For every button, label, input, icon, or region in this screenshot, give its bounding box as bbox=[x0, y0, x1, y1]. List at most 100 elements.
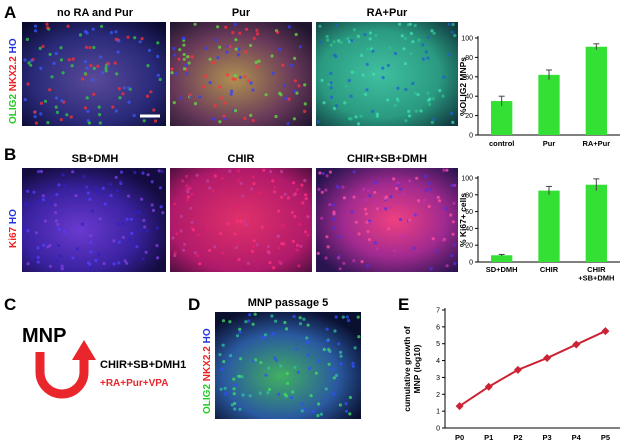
cell bbox=[332, 392, 336, 396]
y-axis-label: %OLIG2 MNPs bbox=[458, 57, 468, 116]
cell bbox=[320, 216, 324, 220]
cell bbox=[237, 47, 241, 51]
cell bbox=[317, 402, 321, 406]
cell bbox=[228, 320, 232, 324]
cell bbox=[364, 92, 368, 96]
cell bbox=[33, 110, 37, 114]
cell bbox=[451, 220, 455, 224]
cell bbox=[186, 190, 190, 194]
cell bbox=[334, 104, 338, 108]
cell bbox=[399, 217, 403, 222]
cell bbox=[294, 347, 298, 351]
y-tick-label: 40 bbox=[465, 94, 473, 101]
cell bbox=[112, 262, 116, 266]
conditions: CHIR+SB+DMH1 bbox=[100, 359, 186, 371]
cell bbox=[296, 370, 300, 374]
cell bbox=[442, 75, 446, 79]
cell bbox=[327, 82, 331, 86]
cell bbox=[59, 46, 63, 50]
cell bbox=[231, 77, 235, 81]
cell bbox=[451, 232, 455, 236]
cell bbox=[298, 45, 302, 49]
cell bbox=[36, 246, 40, 250]
x-tick-label: CHIR bbox=[540, 265, 559, 274]
cell bbox=[337, 342, 341, 346]
cell bbox=[357, 122, 361, 126]
cell bbox=[320, 78, 324, 82]
cell bbox=[145, 94, 150, 98]
cell bbox=[182, 52, 186, 57]
cell bbox=[208, 248, 212, 253]
cell bbox=[34, 231, 39, 235]
cell bbox=[331, 203, 336, 207]
cell bbox=[339, 41, 343, 45]
cell bbox=[238, 327, 242, 331]
cell bbox=[83, 106, 87, 110]
cell bbox=[400, 34, 404, 38]
cell bbox=[97, 252, 101, 256]
cell-texture bbox=[23, 22, 457, 418]
cell bbox=[368, 221, 372, 225]
cell bbox=[208, 57, 212, 61]
cell bbox=[161, 211, 165, 215]
cell bbox=[298, 316, 302, 320]
cell bbox=[243, 219, 247, 223]
cell bbox=[251, 118, 255, 123]
cell bbox=[125, 261, 129, 265]
cell bbox=[158, 77, 162, 82]
cell bbox=[114, 109, 118, 113]
cell bbox=[336, 256, 341, 260]
cell bbox=[262, 335, 266, 340]
cell bbox=[174, 72, 178, 76]
cell bbox=[447, 22, 451, 26]
cell bbox=[348, 395, 352, 400]
cell bbox=[292, 314, 296, 319]
cell bbox=[339, 362, 343, 366]
cell bbox=[248, 394, 252, 398]
cell bbox=[314, 371, 318, 375]
cell bbox=[276, 234, 280, 238]
cell bbox=[100, 24, 104, 28]
cell bbox=[81, 77, 85, 81]
cell bbox=[229, 354, 233, 358]
cell bbox=[49, 201, 54, 205]
cell bbox=[450, 111, 454, 115]
cell bbox=[352, 259, 356, 263]
cell bbox=[216, 25, 220, 29]
cell bbox=[251, 88, 255, 92]
cell bbox=[143, 225, 147, 229]
cell bbox=[445, 264, 449, 268]
cell bbox=[435, 249, 439, 253]
cell bbox=[94, 187, 98, 191]
stain-name: OLIG2 bbox=[202, 384, 213, 414]
cell bbox=[185, 174, 189, 178]
cell bbox=[374, 180, 378, 184]
cell bbox=[39, 66, 43, 70]
cell bbox=[23, 98, 27, 102]
cell bbox=[401, 192, 405, 196]
cell bbox=[204, 46, 208, 51]
cell bbox=[426, 56, 430, 60]
cell bbox=[156, 54, 160, 59]
cell bbox=[229, 92, 233, 96]
y-tick-label: 100 bbox=[461, 176, 473, 183]
cell bbox=[91, 27, 95, 31]
cell bbox=[293, 56, 297, 61]
cell bbox=[321, 171, 325, 176]
cell bbox=[152, 108, 156, 112]
cell bbox=[159, 205, 163, 209]
cell bbox=[182, 57, 186, 61]
cell bbox=[306, 215, 310, 219]
cell bbox=[278, 47, 282, 52]
cell bbox=[173, 53, 177, 57]
cell bbox=[365, 220, 369, 224]
cell bbox=[293, 365, 297, 369]
cell bbox=[223, 386, 227, 390]
cell bbox=[413, 91, 417, 95]
cell bbox=[142, 218, 146, 223]
cell bbox=[326, 38, 330, 42]
cell bbox=[114, 30, 118, 34]
cell bbox=[381, 204, 385, 209]
cell bbox=[442, 168, 446, 172]
cell bbox=[101, 186, 105, 190]
